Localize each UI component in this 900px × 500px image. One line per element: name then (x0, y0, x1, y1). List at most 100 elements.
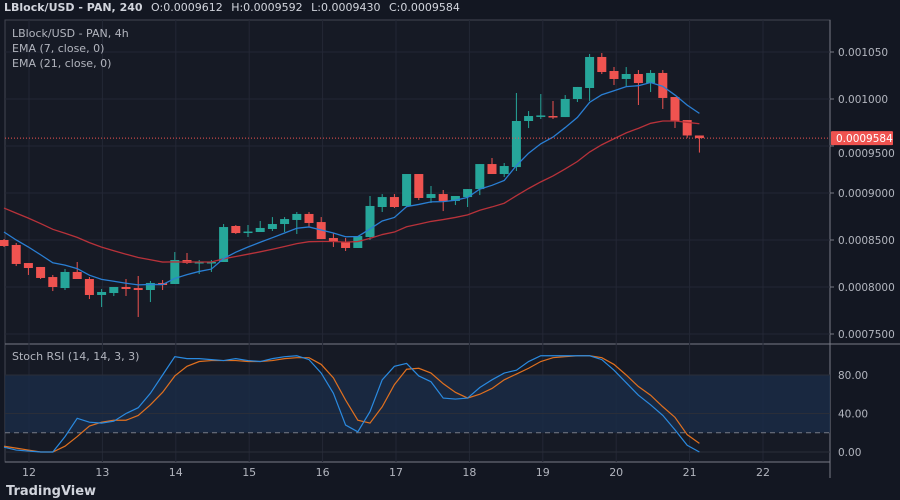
candle (511, 92, 521, 172)
legend-ema7[interactable]: EMA (7, close, 0) (12, 42, 105, 55)
candle (414, 174, 424, 201)
candle-body (572, 86, 582, 99)
candle-body (548, 116, 558, 118)
ema7-line (3, 81, 700, 286)
candle (402, 174, 412, 206)
ema21-line (3, 120, 700, 263)
candle-body (48, 277, 58, 287)
candle-body (560, 99, 570, 118)
candle (304, 211, 314, 228)
candle-body (633, 73, 643, 84)
candle-body (11, 244, 21, 264)
price-tick-label: 0.0008000 (838, 282, 895, 294)
candle (231, 225, 241, 234)
candle (72, 261, 82, 280)
stoch-tick-label: 40.00 (838, 409, 868, 421)
candle (536, 94, 546, 120)
candle (633, 70, 643, 106)
last-price-label: 0.0009584 (836, 133, 893, 145)
candle-body (438, 194, 448, 201)
legend-stoch-rsi[interactable]: Stoch RSI (14, 14, 3, 3) (12, 350, 140, 363)
x-tick-label: 14 (169, 466, 183, 479)
candle-body (377, 197, 387, 208)
candle-body (621, 73, 631, 79)
candle-body (243, 231, 253, 234)
candle-body (280, 219, 290, 225)
x-tick-label: 15 (242, 466, 256, 479)
candle (670, 97, 680, 129)
candle (11, 243, 21, 267)
candle-body (511, 120, 521, 168)
candle-body (402, 174, 412, 206)
candle (243, 225, 253, 237)
candle-body (72, 271, 82, 280)
candle-body (304, 213, 314, 223)
x-tick-label: 19 (536, 466, 550, 479)
price-tick-label: 0.0009000 (838, 188, 895, 200)
candle (694, 135, 704, 153)
candle (36, 266, 46, 280)
candle-body (267, 224, 277, 230)
candle (597, 53, 607, 74)
candle-body (426, 194, 436, 198)
candle (646, 70, 656, 93)
candle-body (536, 115, 546, 117)
candle (0, 239, 9, 247)
price-tick-label: 0.0008500 (838, 235, 895, 247)
candle-body (475, 164, 485, 190)
candle (267, 217, 277, 231)
candle-body (219, 227, 229, 262)
last-price-badge (831, 131, 893, 146)
candle-body (694, 135, 704, 139)
stoch-k-line (3, 355, 700, 453)
candle (377, 194, 387, 212)
candle-body (84, 279, 94, 295)
price-tick-label: 0.001050 (838, 47, 888, 59)
candle (109, 287, 119, 297)
candle (133, 276, 143, 317)
ohlc-open: O:0.0009612 (151, 1, 223, 14)
candle (585, 53, 595, 101)
candle (48, 274, 58, 292)
candle-body (292, 213, 302, 220)
candle (121, 279, 131, 297)
candle-body (450, 196, 460, 201)
candle-body (670, 97, 680, 121)
symbol-name: LBlock/USD - PAN, 240 (4, 1, 143, 14)
legend-title: LBlock/USD - PAN, 4h (12, 27, 129, 40)
candle-body (365, 205, 375, 237)
candle (560, 95, 570, 118)
x-tick-label: 16 (316, 466, 330, 479)
candle-body (646, 72, 656, 84)
candle-body (23, 263, 33, 269)
candle (658, 70, 668, 109)
price-tick-label: 0.0009500 (838, 148, 895, 160)
ohlc-low: L:0.0009430 (311, 1, 381, 14)
candle-body (206, 261, 216, 264)
candle-body (414, 174, 424, 198)
candle-body (585, 56, 595, 89)
candle-body (133, 288, 143, 291)
candle-body (682, 120, 692, 136)
x-tick-label: 20 (609, 466, 623, 479)
price-tick-label: 0.001000 (838, 94, 888, 106)
candle (219, 224, 229, 262)
candle-body (389, 197, 399, 208)
candle-body (109, 287, 119, 294)
candle (682, 120, 692, 138)
candle (609, 67, 619, 85)
candle (524, 111, 534, 129)
candle-body (97, 291, 107, 295)
candle-body (194, 261, 204, 264)
candle (426, 186, 436, 203)
x-tick-label: 18 (462, 466, 476, 479)
candle-body (121, 287, 131, 289)
legend-ema21[interactable]: EMA (21, close, 0) (12, 57, 112, 70)
candle (487, 158, 497, 175)
x-tick-label: 22 (756, 466, 770, 479)
candle-body (145, 282, 155, 291)
candle-body (36, 266, 46, 278)
candle-body (0, 240, 9, 247)
candle (60, 269, 70, 291)
